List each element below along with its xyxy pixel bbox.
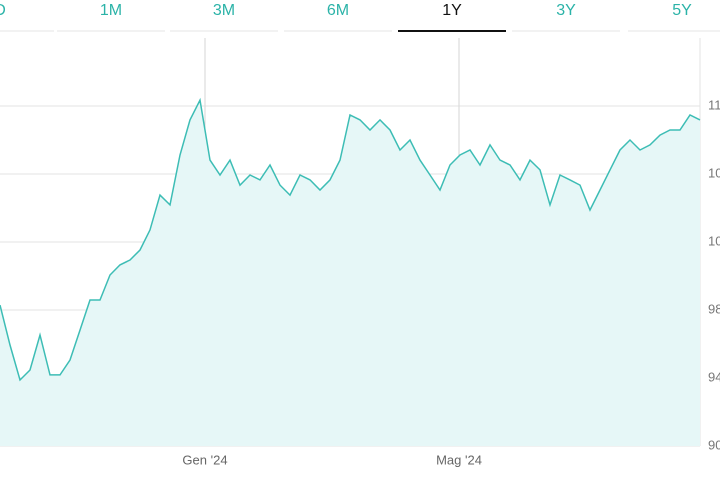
y-tick-label: 94 <box>708 369 720 384</box>
y-tick-label: 110 <box>708 97 720 112</box>
x-tick-label: Gen '24 <box>182 452 227 467</box>
y-tick-label: 102 <box>708 233 720 248</box>
tab[interactable]: 5Y <box>672 2 692 19</box>
tab-bar: D 1M 3M 6M 1Y 3Y 5Y <box>0 2 720 32</box>
price-line <box>0 97 701 382</box>
tab[interactable]: 3M <box>213 2 235 19</box>
tab[interactable]: 1Y <box>442 2 462 19</box>
tab[interactable]: 3Y <box>556 2 576 19</box>
y-tick-label: 90 <box>708 437 720 452</box>
y-tick-label: 98 <box>708 301 720 316</box>
x-tick-label: Mag '24 <box>436 452 482 467</box>
tab[interactable]: D <box>0 2 6 19</box>
chart: 90 94 98 102 106 110 Gen '24 Mag '24 <box>0 38 720 467</box>
tab[interactable]: 1M <box>100 2 122 19</box>
y-tick-label: 106 <box>708 165 720 180</box>
area-fill <box>0 100 700 446</box>
tab[interactable]: 6M <box>327 2 349 19</box>
